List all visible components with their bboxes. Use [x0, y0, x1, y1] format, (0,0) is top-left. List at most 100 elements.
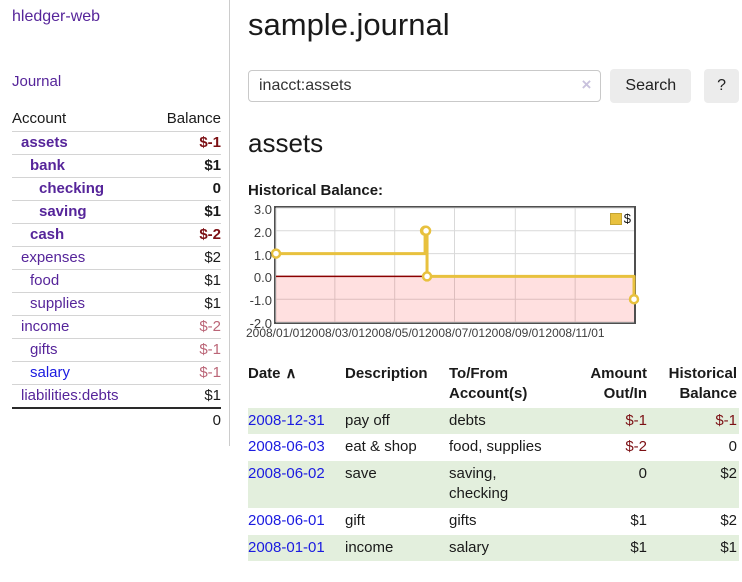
y-axis-tick-label: 2.0	[253, 225, 272, 240]
account-balance: $1	[150, 292, 221, 316]
account-row: saving $1	[12, 200, 221, 224]
y-axis-tick-label: -1.0	[249, 293, 272, 308]
account-balance: $-1	[150, 361, 221, 385]
transaction-date-link[interactable]: 2008-06-02	[248, 465, 325, 483]
legend-series-label: $	[623, 211, 631, 226]
transaction-amount: $-2	[625, 438, 647, 456]
register-column-header: To/From Account(s)	[449, 365, 528, 402]
account-link[interactable]: salary	[30, 364, 71, 381]
account-link[interactable]: assets	[21, 134, 68, 151]
account-link[interactable]: expenses	[21, 249, 86, 266]
account-balance: $2	[150, 246, 221, 270]
account-row: assets $-1	[12, 131, 221, 155]
transaction-balance: $1	[720, 538, 737, 556]
account-balance-table: Account Balance assets $-1 bank $1 check…	[12, 107, 221, 432]
transaction-amount: 0	[638, 465, 647, 483]
x-axis-tick-label: 2008/05/01	[364, 326, 426, 340]
register-header-row: Date ∧ Description To/From Account(s) Amount O…	[248, 362, 739, 408]
transaction-date-link[interactable]: 2008-01-01	[248, 538, 325, 556]
chart-plot-area: $ 3.0 2.0 1.0 0.0 -1.0 -2.0	[250, 202, 640, 331]
account-row: food $1	[12, 269, 221, 293]
account-row: expenses $2	[12, 246, 221, 270]
register-row: 2008-01-01 income salary $1 $1	[248, 534, 739, 562]
y-axis-tick-label: 0.0	[253, 270, 272, 285]
x-axis-tick-label: 2008/03/01	[304, 326, 366, 340]
transaction-accounts: gifts	[449, 511, 477, 529]
chart-legend: $	[609, 211, 631, 226]
help-button[interactable]: ?	[704, 69, 739, 103]
chart-x-axis-labels: 2008/01/01 2008/03/01 2008/05/01 2008/07/01…	[246, 326, 640, 342]
register-table: Date ∧ Description To/From Account(s) Amount O…	[248, 362, 739, 562]
transaction-description: gift	[345, 511, 366, 529]
account-link[interactable]: bank	[30, 157, 66, 174]
historical-balance-chart: $ 3.0 2.0 1.0 0.0 -1.0 -2.0 2008/01/01 2008/03…	[246, 202, 640, 342]
account-balance: $1	[150, 384, 221, 408]
account-heading: assets	[248, 128, 324, 158]
transaction-accounts: salary	[449, 538, 490, 556]
y-axis-tick-label: -2.0	[249, 316, 272, 331]
account-balance: $-1	[150, 338, 221, 362]
balance-column-header: Balance	[166, 110, 221, 127]
sort-ascending-icon: ∧	[285, 365, 297, 382]
register-row: 2008-12-31 pay off debts $-1 $-1	[248, 407, 739, 435]
account-link[interactable]: gifts	[30, 341, 58, 358]
transaction-date-link[interactable]: 2008-12-31	[248, 411, 325, 429]
register-row: 2008-06-02 save saving, checking 0 $2	[248, 461, 739, 508]
y-axis-tick-label: 1.0	[253, 248, 272, 263]
register-column-header: Amount Out/In	[590, 365, 647, 402]
account-balance: $1	[150, 154, 221, 178]
account-balance: $1	[150, 269, 221, 293]
account-link[interactable]: supplies	[30, 295, 86, 312]
main-content: sample.journal × Search ? assets Histori…	[246, 0, 739, 562]
clear-search-icon[interactable]: ×	[581, 75, 592, 94]
account-row: supplies $1	[12, 292, 221, 316]
account-balance: $-1	[150, 131, 221, 155]
account-link[interactable]: income	[21, 318, 70, 335]
legend-series-swatch-icon	[609, 212, 622, 225]
transaction-accounts: debts	[449, 411, 486, 429]
account-balance: $-2	[150, 223, 221, 247]
register-column-header: Description	[345, 365, 428, 382]
transaction-amount: $-1	[625, 411, 647, 429]
register-row: 2008-06-01 gift gifts $1 $2	[248, 508, 739, 535]
y-axis-tick-label: 3.0	[253, 202, 272, 217]
transaction-accounts: saving, checking	[449, 465, 509, 502]
sidebar-item-journal[interactable]: Journal	[12, 73, 62, 90]
transaction-description: pay off	[345, 411, 390, 429]
account-link[interactable]: liabilities:debts	[21, 387, 119, 404]
transaction-balance: $-1	[715, 411, 737, 429]
total-row: 0	[12, 407, 221, 432]
register-column-header[interactable]: Date ∧	[248, 365, 297, 382]
account-row: checking 0	[12, 177, 221, 201]
account-row: gifts $-1	[12, 338, 221, 362]
account-row: cash $-2	[12, 223, 221, 247]
account-row: salary $-1	[12, 361, 221, 385]
transaction-description: eat & shop	[345, 438, 417, 456]
search-input[interactable]	[248, 70, 602, 102]
search-button[interactable]: Search	[610, 69, 692, 103]
transaction-amount: $1	[630, 538, 647, 556]
account-row: liabilities:debts $1	[12, 384, 221, 408]
search-form: × Search ?	[248, 69, 739, 103]
account-link[interactable]: checking	[39, 180, 105, 197]
account-balance: $-2	[150, 315, 221, 339]
sidebar: hledger-web Journal Account Balance asse…	[0, 0, 230, 446]
account-table-header-row: Account Balance	[12, 107, 221, 132]
account-link[interactable]: food	[30, 272, 60, 289]
account-link[interactable]: saving	[39, 203, 87, 220]
register-row: 2008-06-03 eat & shop food, supplies $-2…	[248, 434, 739, 461]
transaction-description: income	[345, 538, 394, 556]
x-axis-tick-label: 2008/01/01	[245, 326, 307, 340]
transaction-date-link[interactable]: 2008-06-01	[248, 511, 325, 529]
register-table-body: 2008-12-31 pay off debts $-1 $-1 2008-06…	[248, 407, 739, 562]
page-title: sample.journal	[248, 7, 450, 42]
account-row: income $-2	[12, 315, 221, 339]
transaction-balance: $2	[720, 511, 737, 529]
account-column-header: Account	[12, 110, 67, 127]
transaction-date-link[interactable]: 2008-06-03	[248, 438, 325, 456]
account-link[interactable]: cash	[30, 226, 65, 243]
x-axis-tick-label: 2008/09/01	[484, 326, 546, 340]
transaction-amount: $1	[630, 511, 647, 529]
transaction-description: save	[345, 465, 377, 483]
app-title-link[interactable]: hledger-web	[12, 8, 101, 25]
